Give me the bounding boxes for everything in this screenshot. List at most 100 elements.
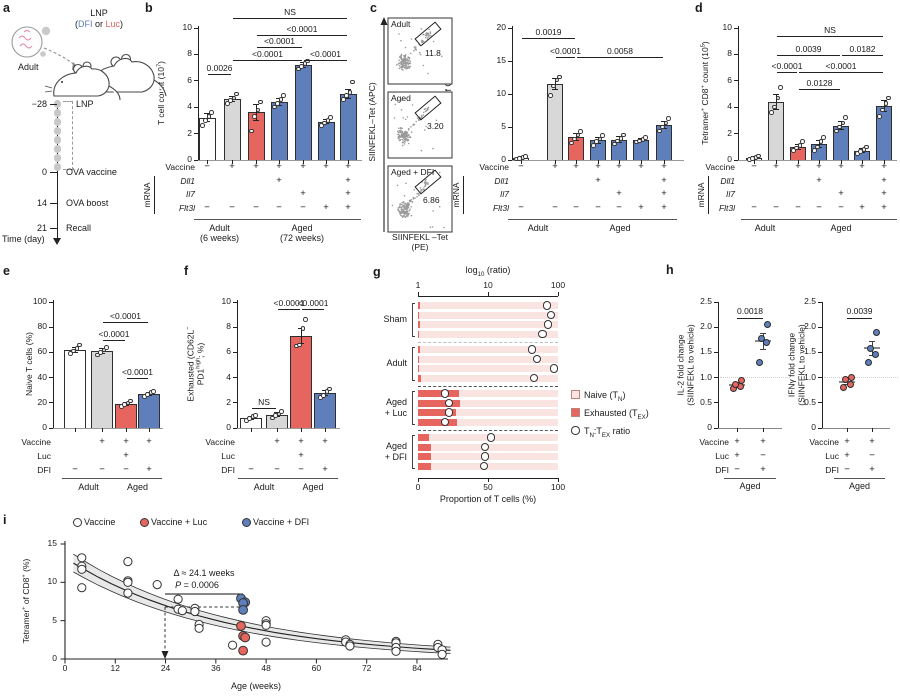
tick-label-y-e: 0	[42, 422, 47, 432]
h-axis-label-y: IFNγ fold change (SIINFEKL to vehicle)	[786, 324, 806, 406]
condition-value-b: +	[253, 161, 259, 172]
i-legend-label: Vaccine + DFI	[253, 517, 310, 527]
sig-label-d: 0.0128	[806, 77, 833, 88]
h-axis-label-y: IL-2 fold change (SIINFEKL to vehicle)	[675, 324, 695, 406]
data-point-b	[281, 93, 286, 98]
condition-row-name-b: Vaccine	[165, 162, 195, 172]
condition-value-e: +	[123, 436, 129, 447]
g-group-label: Sham	[383, 313, 407, 324]
g-top-tick	[417, 292, 419, 296]
tick-x-b	[206, 160, 208, 164]
condition-value-b: +	[300, 188, 306, 199]
tick-y-b	[194, 159, 198, 161]
data-point-e	[95, 352, 100, 358]
condition-value-d: −	[751, 161, 757, 172]
flow-gate-value: 11.8	[425, 48, 441, 58]
data-point-d	[840, 120, 846, 126]
sig-line-e	[127, 378, 148, 379]
data-point-c	[523, 154, 528, 159]
timeline-tick	[50, 202, 57, 204]
flow-axis-label-y: SIINFEKL–Tet (APC)	[367, 82, 378, 162]
i-annotation-p: P = 0.0006	[175, 580, 219, 590]
errorbar-cap-d	[773, 94, 779, 96]
condition-value-c: +	[661, 188, 667, 199]
data-point-f	[279, 409, 284, 414]
data-point-e	[71, 348, 76, 354]
g-exhausted-bar	[418, 321, 421, 328]
sig-label-d: NS	[824, 24, 836, 35]
tick-y-d	[734, 27, 738, 29]
time-axis-label: Time (day)	[2, 234, 45, 244]
g-legend-label: TN:TEX ratio	[584, 426, 631, 439]
tick-y-f	[233, 301, 237, 303]
h-unity-line	[720, 376, 790, 378]
data-point-d	[812, 148, 817, 154]
timeline-arrowhead	[53, 238, 62, 245]
data-point-e	[104, 345, 109, 350]
tick-x-c	[520, 160, 522, 164]
condition-value-e: +	[123, 450, 129, 461]
tick-y-e	[49, 351, 53, 353]
condition-value-e: −	[99, 464, 105, 475]
condition-value-c: +	[661, 175, 667, 186]
flow-axis-label-x2: (PE)	[411, 242, 429, 252]
data-point-d	[756, 153, 761, 159]
condition-value-b: −	[204, 161, 210, 172]
condition-value-c: −	[595, 202, 601, 213]
tick-label-y-f: 0	[226, 422, 231, 432]
g-bottom-tick	[557, 478, 559, 482]
data-point-c	[551, 83, 556, 89]
data-point-c	[657, 128, 662, 134]
condition-value-f: +	[322, 436, 328, 447]
tick-x-e	[148, 428, 150, 432]
h-data-point-blue	[872, 328, 880, 336]
data-point-d	[843, 115, 848, 121]
group-label-c: Aged	[609, 223, 631, 233]
sig-label-b: <0.0001	[310, 48, 341, 59]
data-point-b	[347, 90, 353, 95]
tick-y-b	[194, 133, 198, 135]
g-naive-bar	[418, 399, 558, 407]
sig-label-b: <0.0001	[252, 48, 283, 59]
bar-f-3	[290, 336, 312, 428]
errorbar-f	[300, 328, 302, 344]
data-point-d	[769, 110, 774, 115]
condition-row-name-b: Flt3l	[178, 203, 195, 213]
h-axis-baseline	[822, 428, 890, 430]
condition-value-f: +	[298, 450, 304, 461]
i-tick-label-x: 48	[261, 663, 271, 673]
h-data-point-red	[839, 384, 847, 392]
axis-spine-e	[53, 300, 54, 428]
condition-value-d: +	[816, 175, 822, 186]
lnp-dot	[41, 26, 51, 36]
lnp-or: or	[92, 19, 106, 29]
data-point-d	[818, 139, 824, 144]
data-point-b	[225, 100, 230, 106]
data-point-b	[341, 96, 346, 102]
h-data-point-blue	[762, 338, 770, 346]
tick-x-b	[325, 160, 327, 164]
data-point-b	[252, 114, 257, 119]
group-label-b: Adult	[209, 223, 230, 233]
h-group-underline	[724, 478, 776, 479]
tick-y-d	[734, 106, 738, 108]
tick-label-y-f: 8	[226, 321, 231, 332]
h-tick-y	[714, 427, 718, 429]
h-tick-y	[818, 427, 822, 429]
g-legend-swatch	[571, 390, 580, 399]
tick-x-d	[775, 160, 777, 164]
condition-value-d: +	[859, 161, 865, 172]
sig-label-c: 0.0058	[607, 45, 633, 56]
condition-value-b: +	[229, 161, 235, 172]
group-label-c: Adult	[527, 223, 549, 233]
sig-line-d	[777, 55, 840, 56]
errorbar-cap-c	[552, 88, 558, 90]
i-axis-label-y: Tetramer+ of CD8+ (%)	[21, 558, 32, 644]
g-ratio-point	[527, 345, 536, 354]
lnp-title: LNP	[90, 8, 108, 18]
tick-label-y-b: 2	[187, 127, 192, 138]
tick-label-y-c: 15	[496, 55, 506, 65]
group-label-d: Adult	[754, 223, 776, 233]
data-point-f	[300, 326, 306, 331]
g-naive-bar	[418, 321, 558, 328]
